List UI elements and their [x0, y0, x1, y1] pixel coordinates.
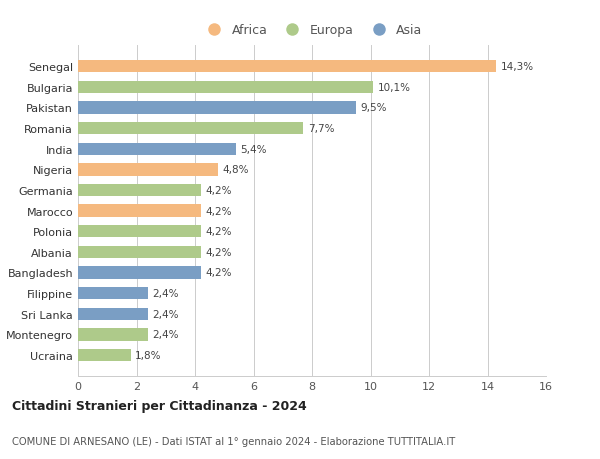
Bar	[78, 164, 218, 176]
Text: 10,1%: 10,1%	[378, 83, 411, 93]
Bar	[78, 225, 201, 238]
Text: 4,8%: 4,8%	[223, 165, 249, 175]
Text: COMUNE DI ARNESANO (LE) - Dati ISTAT al 1° gennaio 2024 - Elaborazione TUTTITALI: COMUNE DI ARNESANO (LE) - Dati ISTAT al …	[12, 436, 455, 446]
Bar	[78, 143, 236, 156]
Text: 2,4%: 2,4%	[152, 330, 179, 340]
Text: 14,3%: 14,3%	[500, 62, 534, 72]
Text: 1,8%: 1,8%	[135, 350, 161, 360]
Text: 4,2%: 4,2%	[205, 227, 232, 237]
Bar	[78, 82, 373, 94]
Bar	[78, 267, 201, 279]
Bar	[78, 349, 131, 361]
Text: 4,2%: 4,2%	[205, 206, 232, 216]
Bar	[78, 205, 201, 217]
Text: Cittadini Stranieri per Cittadinanza - 2024: Cittadini Stranieri per Cittadinanza - 2…	[12, 399, 307, 412]
Bar	[78, 123, 303, 135]
Bar	[78, 102, 356, 114]
Text: 2,4%: 2,4%	[152, 288, 179, 298]
Text: 2,4%: 2,4%	[152, 309, 179, 319]
Bar	[78, 308, 148, 320]
Text: 5,4%: 5,4%	[241, 145, 267, 154]
Legend: Africa, Europa, Asia: Africa, Europa, Asia	[197, 19, 427, 42]
Bar	[78, 329, 148, 341]
Bar	[78, 61, 496, 73]
Bar	[78, 246, 201, 258]
Text: 7,7%: 7,7%	[308, 124, 334, 134]
Text: 4,2%: 4,2%	[205, 185, 232, 196]
Text: 9,5%: 9,5%	[360, 103, 387, 113]
Text: 4,2%: 4,2%	[205, 247, 232, 257]
Bar	[78, 185, 201, 197]
Bar	[78, 287, 148, 300]
Text: 4,2%: 4,2%	[205, 268, 232, 278]
